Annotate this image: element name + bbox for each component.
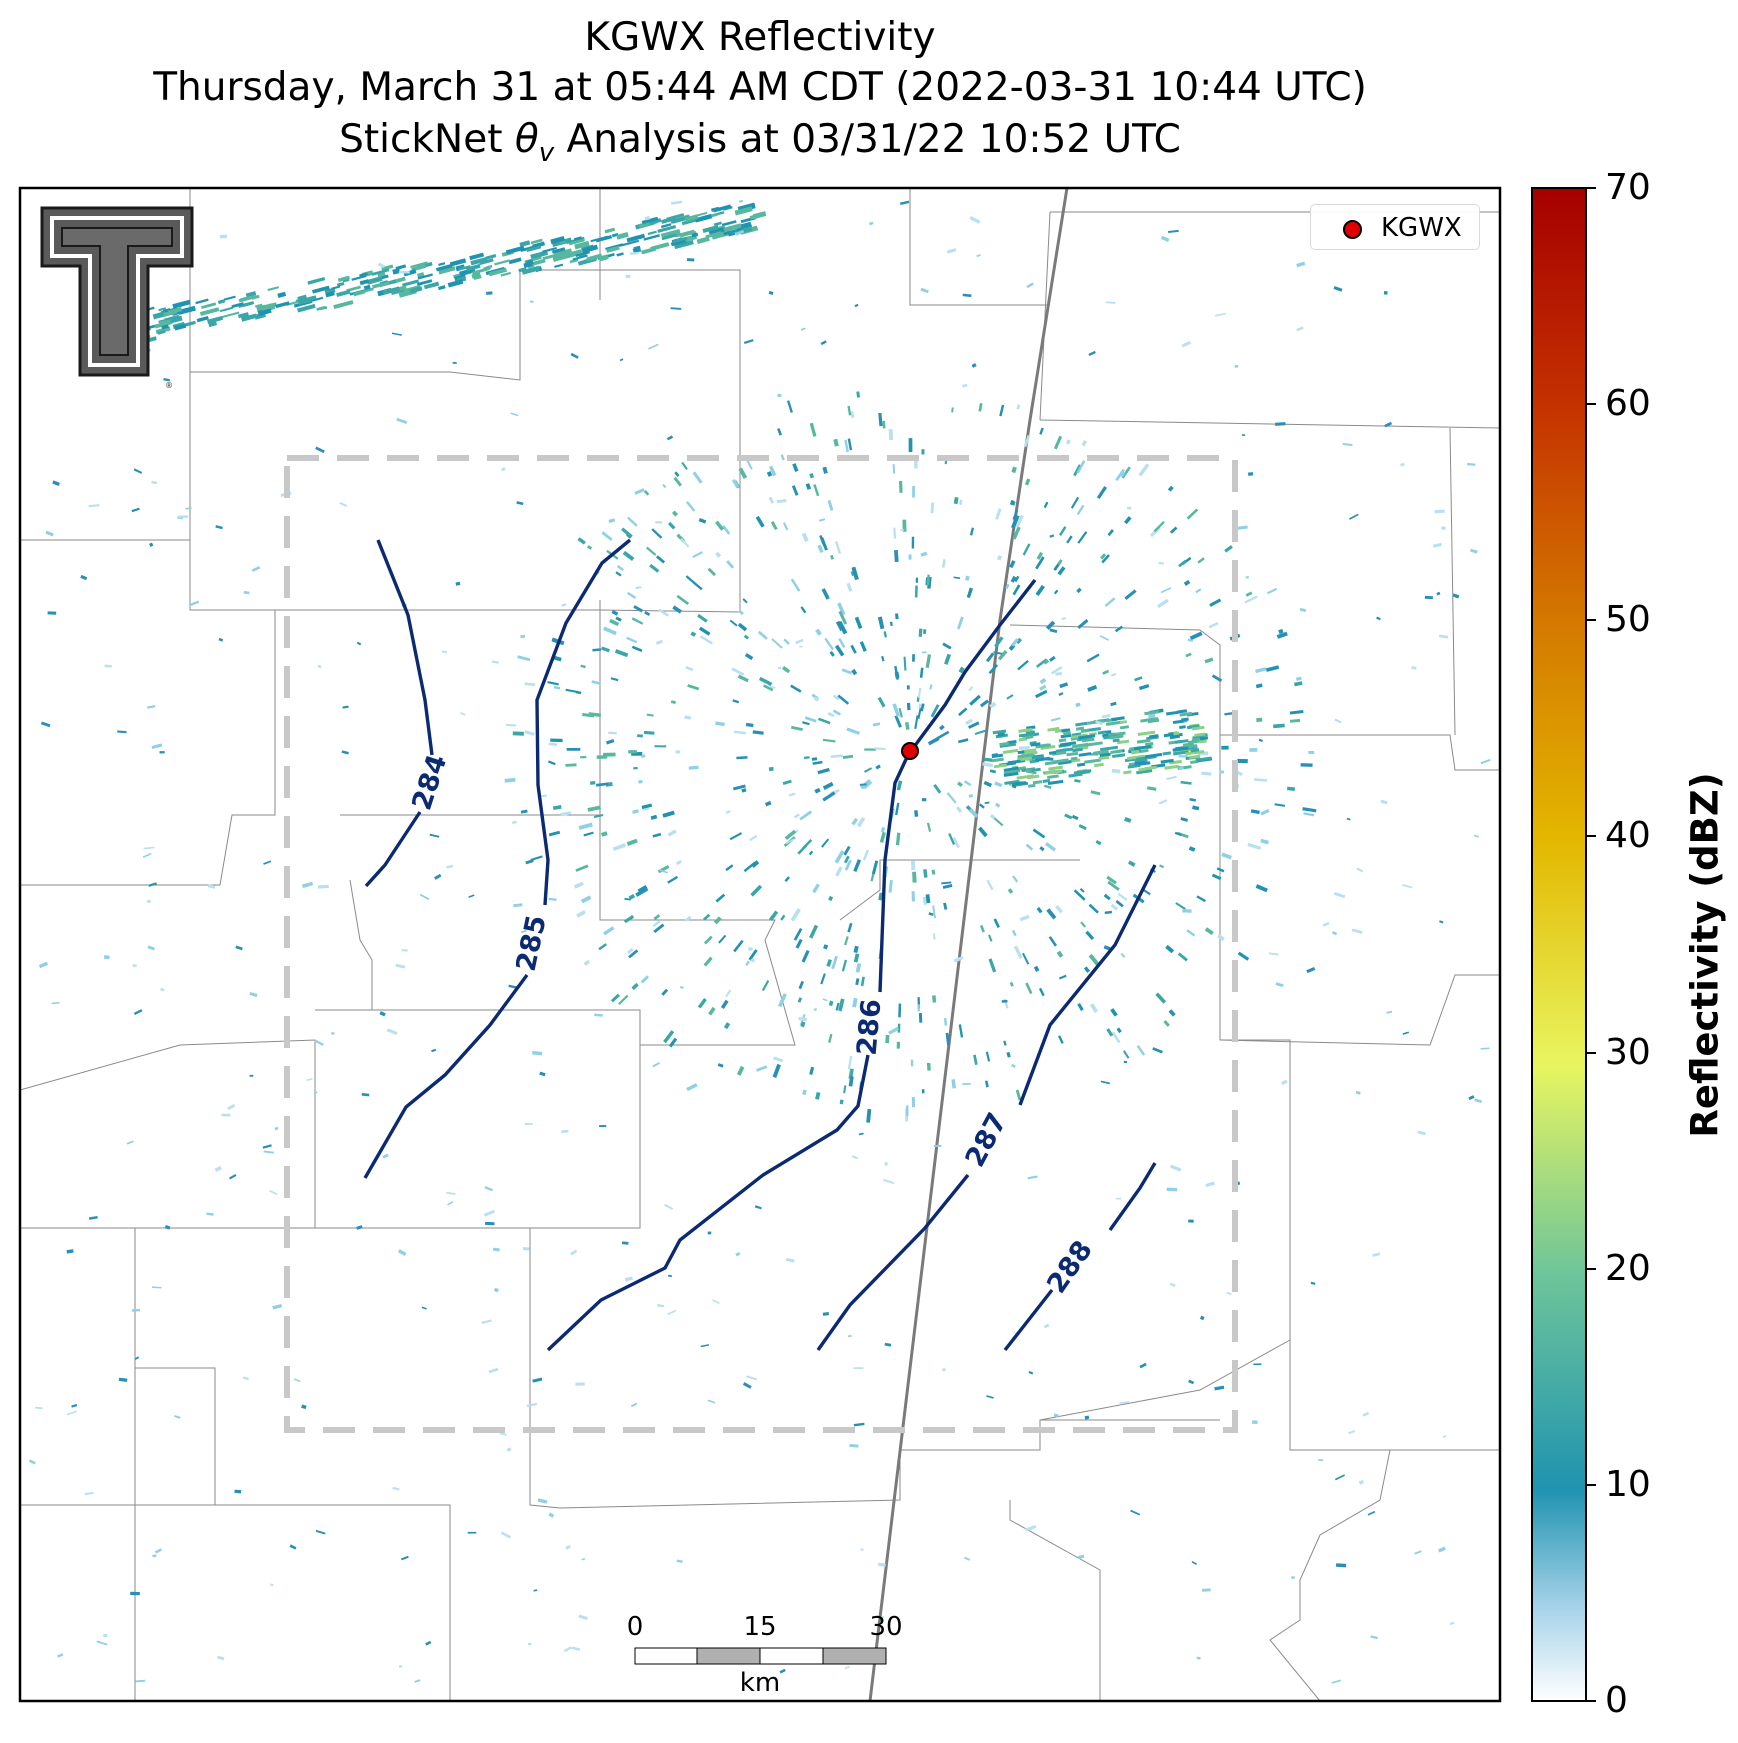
kgwx-radar-site: [901, 742, 919, 760]
contour-288b: [1003, 1288, 1054, 1352]
colorbar-tick-70: 70: [1605, 167, 1651, 208]
legend: KGWX: [1310, 204, 1480, 250]
contour-286: [878, 578, 1037, 993]
analysis-domain-box: [284, 455, 1238, 1433]
chart-subtitle-analysis: StickNet θv Analysis at 03/31/22 10:52 U…: [339, 117, 1181, 168]
contour-286b: [546, 1054, 870, 1352]
radar-echoes: [28, 199, 1491, 1684]
legend-label: KGWX: [1381, 213, 1462, 243]
map-border: [18, 186, 1502, 1703]
colorbar-tick-0: 0: [1605, 1680, 1628, 1721]
scale-bar: [634, 1647, 887, 1665]
colorbar-tick-60: 60: [1605, 383, 1651, 424]
colorbar-tick-30: 30: [1605, 1032, 1651, 1073]
scalebar-unit: km: [739, 1668, 781, 1698]
contour-label-286: 286: [852, 998, 888, 1057]
colorbar-tick-40: 40: [1605, 815, 1651, 856]
contour-284b: [364, 811, 422, 888]
theta-v-contours: [363, 538, 1157, 1352]
contour-287b: [816, 1173, 970, 1351]
colorbar: [1531, 187, 1587, 1702]
scalebar-tick-0: 0: [626, 1612, 644, 1642]
contour-284: [376, 539, 434, 756]
texas-tech-logo: ®: [40, 206, 194, 390]
radar-site-marker-icon: [1343, 220, 1362, 239]
chart-subtitle-time: Thursday, March 31 at 05:44 AM CDT (2022…: [153, 65, 1367, 110]
scalebar-tick-30: 30: [869, 1612, 903, 1642]
svg-text:®: ®: [165, 381, 173, 390]
chart-title: KGWX Reflectivity: [584, 15, 936, 60]
colorbar-tick-50: 50: [1605, 599, 1651, 640]
colorbar-tick-10: 10: [1605, 1464, 1651, 1505]
scalebar-tick-15: 15: [743, 1612, 777, 1642]
map-frame: [20, 188, 1500, 1701]
contour-287: [1018, 864, 1157, 1106]
contour-285: [535, 538, 632, 906]
contour-285b: [363, 973, 529, 1179]
colorbar-label: Reflectivity (dBZ): [1683, 772, 1727, 1138]
contour-288: [1108, 1162, 1157, 1231]
colorbar-ticks: [1586, 187, 1596, 1702]
colorbar-tick-20: 20: [1605, 1248, 1651, 1289]
